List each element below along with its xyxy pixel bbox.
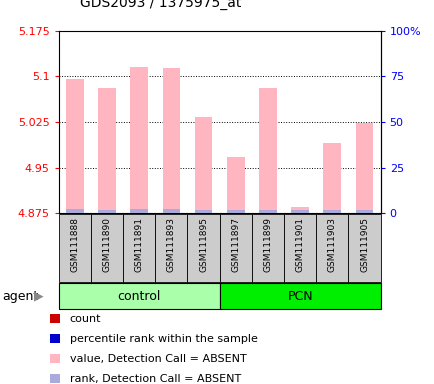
Bar: [259, 210, 276, 213]
Text: PCN: PCN: [287, 290, 312, 303]
Bar: [162, 68, 180, 213]
Text: value, Detection Call = ABSENT: value, Detection Call = ABSENT: [69, 354, 246, 364]
Text: count: count: [69, 314, 101, 324]
Bar: [355, 123, 372, 213]
Bar: [194, 210, 212, 213]
FancyBboxPatch shape: [59, 283, 219, 309]
Bar: [323, 143, 340, 213]
FancyBboxPatch shape: [187, 214, 219, 282]
Text: ▶: ▶: [34, 290, 44, 303]
FancyBboxPatch shape: [316, 214, 348, 282]
Text: GSM111899: GSM111899: [263, 217, 272, 271]
Bar: [130, 67, 148, 213]
Text: rank, Detection Call = ABSENT: rank, Detection Call = ABSENT: [69, 374, 240, 384]
Bar: [194, 117, 212, 213]
Bar: [291, 207, 308, 213]
Text: agent: agent: [2, 290, 38, 303]
Text: GSM111897: GSM111897: [231, 217, 240, 271]
FancyBboxPatch shape: [283, 214, 316, 282]
FancyBboxPatch shape: [59, 214, 91, 282]
Bar: [227, 210, 244, 213]
Text: GSM111895: GSM111895: [199, 217, 207, 271]
Text: control: control: [117, 290, 161, 303]
Bar: [98, 210, 115, 213]
Bar: [130, 210, 148, 213]
FancyBboxPatch shape: [91, 214, 123, 282]
FancyBboxPatch shape: [155, 214, 187, 282]
Text: GSM111888: GSM111888: [70, 217, 79, 271]
FancyBboxPatch shape: [251, 214, 283, 282]
Bar: [66, 210, 83, 213]
FancyBboxPatch shape: [123, 214, 155, 282]
Text: GSM111891: GSM111891: [135, 217, 143, 271]
Text: GSM111890: GSM111890: [102, 217, 111, 271]
FancyBboxPatch shape: [219, 283, 380, 309]
Bar: [66, 79, 83, 213]
Bar: [162, 210, 180, 213]
FancyBboxPatch shape: [219, 214, 251, 282]
Text: GSM111893: GSM111893: [167, 217, 175, 271]
Bar: [227, 157, 244, 213]
Bar: [291, 210, 308, 213]
Bar: [259, 88, 276, 213]
Text: GSM111901: GSM111901: [295, 217, 304, 271]
Text: GSM111905: GSM111905: [359, 217, 368, 271]
FancyBboxPatch shape: [348, 214, 380, 282]
Bar: [355, 210, 372, 213]
Text: GSM111903: GSM111903: [327, 217, 336, 271]
Text: percentile rank within the sample: percentile rank within the sample: [69, 334, 257, 344]
Bar: [323, 210, 340, 213]
Bar: [98, 88, 115, 213]
Text: GDS2093 / 1375975_at: GDS2093 / 1375975_at: [80, 0, 241, 10]
